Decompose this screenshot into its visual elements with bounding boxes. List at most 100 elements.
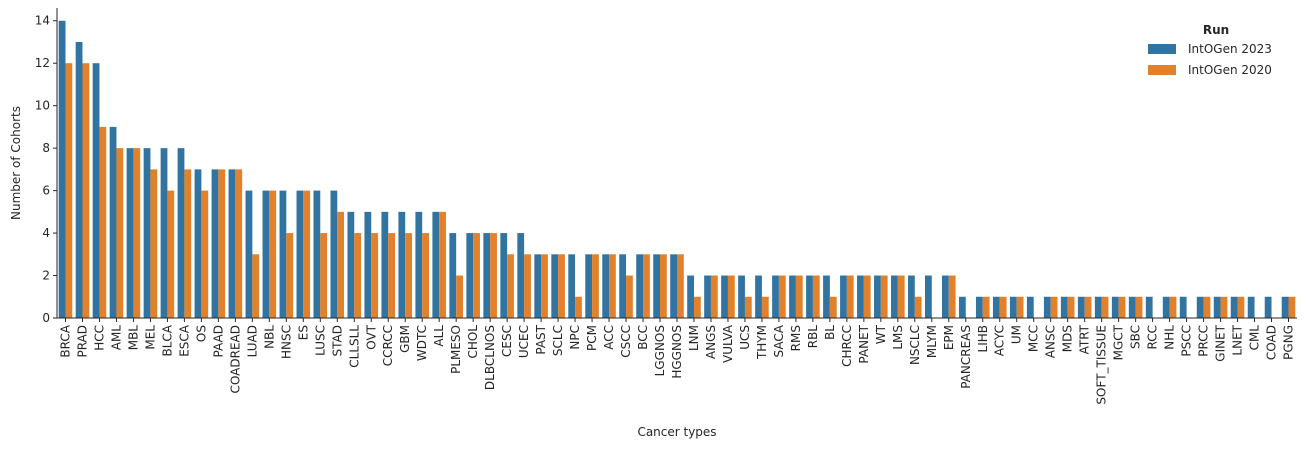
x-tick-label-es: ES — [296, 325, 310, 340]
bar-series-2-bl — [829, 296, 837, 318]
bar-series-1-prcc — [1196, 296, 1204, 318]
bar-series-2-stad — [337, 211, 345, 318]
bar-series-1-thym — [755, 275, 762, 318]
bar-series-1-angs — [704, 275, 711, 318]
bar-series-1-atrt — [1077, 296, 1085, 318]
bar-series-1-pgng — [1281, 296, 1289, 318]
bar-series-2-aml — [116, 148, 124, 318]
bar-series-2-sclc — [558, 254, 565, 318]
bar-series-1-ovt — [364, 211, 372, 318]
bar-series-1-wdtc — [415, 211, 423, 318]
x-tick-label-pcm: PCM — [585, 325, 599, 351]
bar-series-1-npc — [568, 254, 576, 318]
bar-series-2-all — [439, 211, 446, 318]
bar-series-2-ansc — [1050, 296, 1058, 318]
bar-series-2-paad — [218, 169, 226, 318]
bar-series-1-epm — [941, 275, 949, 318]
bar-series-1-chol — [466, 233, 474, 318]
bar-series-1-ginet — [1213, 296, 1221, 318]
legend: Run IntOGen 2023 IntOGen 2020 — [1148, 23, 1272, 77]
bar-series-1-mlym — [925, 275, 932, 318]
y-tick-label: 10 — [35, 99, 50, 113]
bar-series-2-sbc — [1135, 296, 1143, 318]
bar-series-2-lggnos — [660, 254, 667, 318]
bar-series-1-mcc — [1026, 296, 1034, 318]
x-tick-label-um: UM — [1010, 325, 1024, 344]
x-tick-label-cml: CML — [1248, 325, 1262, 351]
bar-series-1-ansc — [1043, 296, 1051, 318]
x-tick-label-thym: THYM — [755, 325, 769, 360]
x-tick-label-past: PAST — [534, 324, 548, 354]
bar-series-2-hnsc — [286, 233, 294, 318]
x-tick-label-sclc: SCLC — [551, 325, 565, 356]
bar-series-1-all — [432, 211, 440, 318]
bar-series-2-npc — [575, 296, 582, 318]
x-tick-label-sbc: SBC — [1129, 325, 1143, 349]
bar-series-1-hggnos — [670, 254, 677, 318]
x-tick-label-pgng: PGNG — [1282, 325, 1296, 360]
bar-series-2-chol — [473, 233, 480, 318]
bar-series-1-bcc — [636, 254, 644, 318]
x-tick-label-ginet: GINET — [1214, 324, 1228, 361]
bar-series-2-lusc — [320, 233, 328, 318]
bar-series-2-cscc — [626, 275, 633, 318]
bar-series-1-sclc — [551, 254, 559, 318]
bar-series-2-panet — [863, 275, 871, 318]
y-tick-label: 12 — [35, 56, 50, 70]
bar-series-1-gbm — [398, 211, 406, 318]
x-tick-label-lnet: LNET — [1231, 324, 1245, 355]
legend-title: Run — [1203, 23, 1229, 37]
x-tick-label-cscc: CSCC — [619, 325, 633, 358]
bar-series-1-saca — [772, 275, 779, 318]
y-axis-title: Number of Cohorts — [9, 106, 23, 220]
y-tick-label: 0 — [42, 311, 50, 325]
bar-series-2-os — [201, 190, 209, 318]
y-tick-label: 2 — [42, 269, 50, 283]
x-tick-label-pancreas: PANCREAS — [959, 325, 973, 389]
x-tick-label-acyc: ACYC — [993, 325, 1007, 356]
y-tick-label: 6 — [42, 184, 50, 198]
x-tick-label-hggnos: HGGNOS — [670, 325, 684, 379]
bar-series-2-cllsll — [354, 233, 362, 318]
x-tick-label-cllsll: CLLSLL — [347, 325, 361, 368]
x-tick-label-chol: CHOL — [466, 325, 480, 359]
y-ticks-group: 0 2 4 6 8 10 12 14 — [35, 14, 57, 325]
bar-series-2-ginet — [1220, 296, 1228, 318]
bar-series-1-hcc — [92, 63, 100, 319]
x-axis-title: Cancer types — [637, 425, 716, 439]
x-tick-label-ccrcc: CCRCC — [381, 325, 395, 366]
bar-series-1-ccrcc — [381, 211, 389, 318]
bar-series-2-ccrcc — [388, 233, 396, 318]
bar-series-2-mgct — [1118, 296, 1126, 318]
bar-series-1-past — [534, 254, 542, 318]
bar-series-2-hcc — [99, 126, 107, 319]
bar-series-1-bl — [823, 275, 830, 318]
bar-series-1-coadread — [228, 169, 236, 318]
bar-series-1-pcm — [585, 254, 593, 318]
x-tick-label-prcc: PRCC — [1197, 325, 1211, 357]
bar-series-2-epm — [948, 275, 956, 318]
bar-series-2-pcm — [592, 254, 599, 318]
bar-series-1-mds — [1060, 296, 1068, 318]
x-tick-label-esca: ESCA — [177, 324, 191, 357]
bar-series-1-lms — [891, 275, 898, 318]
bar-series-2-rms — [795, 275, 803, 318]
x-tick-label-wdtc: WDTC — [415, 325, 429, 361]
x-tick-label-brca: BRCA — [58, 324, 72, 357]
bar-series-1-plmeso — [449, 233, 457, 318]
bar-series-2-chrcc — [846, 275, 854, 318]
bar-series-2-acc — [609, 254, 616, 318]
x-tick-label-lusc: LUSC — [313, 325, 327, 356]
y-tick-label: 4 — [42, 226, 50, 240]
x-tick-label-npc: NPC — [568, 325, 582, 350]
x-tick-label-rms: RMS — [789, 325, 803, 351]
bar-series-1-um — [1009, 296, 1017, 318]
bar-series-2-pgng — [1288, 296, 1296, 318]
x-tick-label-soft_tissue: SOFT_TISSUE — [1095, 325, 1109, 405]
x-tick-label-nsclc: NSCLC — [908, 325, 922, 365]
x-tick-label-mlym: MLYM — [925, 325, 939, 358]
x-tick-label-nbl: NBL — [262, 325, 276, 349]
x-tick-label-blca: BLCA — [160, 324, 174, 356]
bar-series-2-es — [303, 190, 311, 318]
